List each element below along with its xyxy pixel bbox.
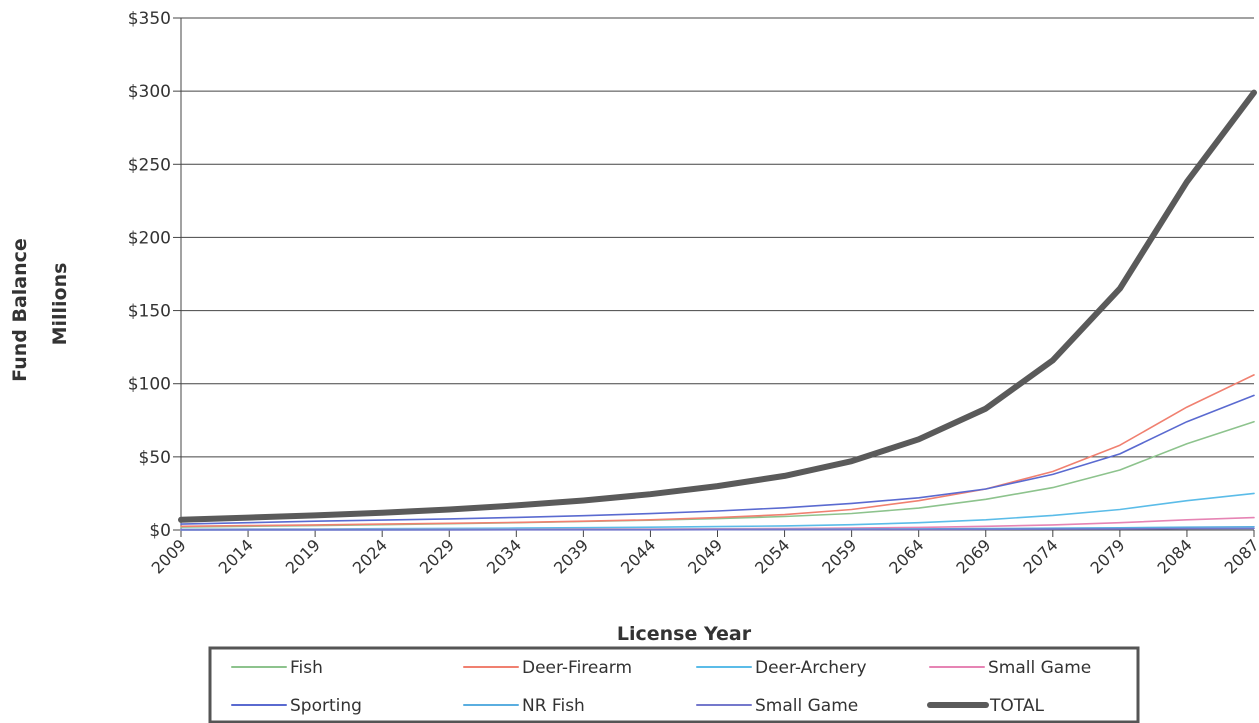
x-tick-label: 2087 — [1221, 535, 1259, 577]
legend-label: TOTAL — [989, 696, 1044, 716]
x-tick-label: 2069 — [952, 535, 994, 577]
x-tick-label: 2049 — [684, 535, 726, 577]
legend-box — [208, 646, 1140, 723]
y-axis-ticks: $0 $50 $100 $150 $200 $250 $300 $350 — [128, 9, 181, 541]
y-tick-label: $0 — [149, 521, 171, 541]
x-tick-label: 2019 — [282, 535, 324, 577]
y-tick-label: $300 — [128, 82, 171, 102]
x-tick-label: 2054 — [751, 535, 793, 577]
x-tick-label: 2059 — [818, 535, 860, 577]
legend-label: NR Fish — [522, 696, 585, 716]
plot-area — [180, 18, 1254, 531]
x-tick-label: 2039 — [550, 535, 592, 577]
legend-label: Small Game — [755, 696, 858, 716]
series-line-1 — [180, 374, 1255, 528]
x-tick-label: 2024 — [349, 535, 391, 577]
y-axis-subtitle: Millions — [49, 263, 71, 346]
y-tick-label: $350 — [128, 9, 171, 29]
x-tick-label: 2074 — [1019, 535, 1061, 577]
gridlines — [181, 17, 1254, 531]
x-axis-title: License Year — [617, 623, 752, 645]
legend-label: Small Game — [988, 658, 1091, 678]
y-tick-label: $50 — [139, 448, 171, 468]
y-axis-title: Fund Balance — [9, 238, 31, 382]
legend-label: Deer-Archery — [755, 658, 867, 678]
legend-label: Fish — [290, 658, 323, 678]
legend-label: Deer-Firearm — [522, 658, 632, 678]
x-tick-label: 2034 — [483, 535, 525, 577]
series-line-4 — [180, 394, 1255, 525]
x-tick-label: 2029 — [416, 535, 458, 577]
series-line-7 — [178, 89, 1257, 523]
y-tick-label: $150 — [128, 302, 171, 322]
x-tick-label: 2044 — [617, 535, 659, 577]
series-lines — [178, 89, 1257, 531]
x-tick-label: 2064 — [885, 535, 927, 577]
legend-label: Sporting — [290, 696, 362, 716]
y-tick-label: $200 — [128, 228, 171, 248]
x-tick-label: 2014 — [215, 535, 257, 577]
x-tick-label: 2079 — [1086, 535, 1128, 577]
x-tick-label: 2084 — [1154, 535, 1196, 577]
legend: Fish Deer-Firearm Deer-Archery Small Game Sp… — [208, 646, 1140, 723]
y-tick-label: $100 — [128, 375, 171, 395]
x-axis-ticks: 2009 2014 2019 2024 2029 2034 2039 2044 2049 2054… — [148, 530, 1259, 578]
y-tick-label: $250 — [128, 155, 171, 175]
series-line-6 — [180, 527, 1255, 531]
x-tick-label: 2009 — [148, 535, 190, 577]
